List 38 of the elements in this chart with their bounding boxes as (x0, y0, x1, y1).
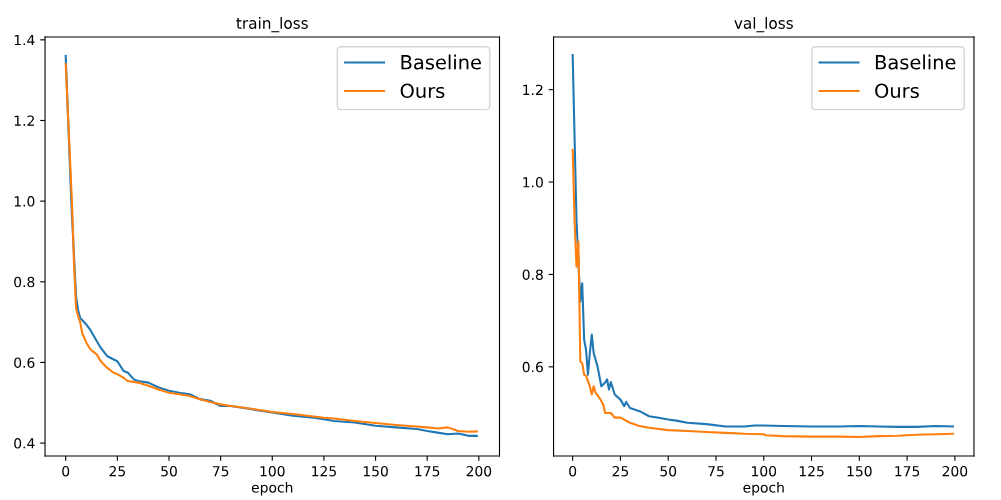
line-series (571, 53, 954, 428)
x-tick-label: 100 (260, 465, 285, 477)
x-tick-label: 75 (708, 466, 724, 477)
x-tick-label: 200 (466, 465, 492, 477)
x-tick-label: 25 (109, 465, 125, 477)
y-tick-label: 1.2 (523, 84, 543, 95)
x-tick-label: 50 (660, 465, 677, 477)
y-tick-label: 1.0 (523, 177, 543, 188)
y-tick-label: 0.4 (14, 438, 35, 449)
x-tick-label: 150 (847, 465, 872, 477)
legend-label: Ours (400, 83, 445, 99)
x-tick-label: 125 (312, 465, 336, 477)
legend-label: Baseline (401, 54, 481, 70)
legend-label: Baseline (875, 54, 956, 70)
y-tick-label: 1.4 (14, 34, 35, 46)
y-tick-label: 0.6 (14, 357, 35, 368)
x-axis-title: epoch (743, 481, 784, 496)
line-series (571, 148, 954, 439)
x-tick-label: 50 (161, 465, 177, 477)
y-tick-label: 0.6 (522, 361, 543, 373)
x-tick-label: 0 (62, 465, 70, 477)
x-tick-label: 100 (752, 465, 777, 477)
chart-title: train_loss (236, 17, 308, 33)
y-tick-label: 1.0 (14, 196, 35, 207)
y-tick-label: 0.8 (14, 276, 35, 288)
legend-label: Ours (875, 83, 919, 99)
x-tick-label: 25 (612, 465, 629, 477)
x-axis-title: epoch (251, 481, 293, 496)
x-tick-label: 125 (799, 465, 824, 477)
chart-title: val_loss (734, 17, 793, 33)
y-tick-label: 0.8 (522, 269, 543, 280)
x-tick-label: 175 (895, 466, 920, 477)
y-tick-label: 1.2 (14, 115, 34, 126)
x-tick-label: 175 (415, 466, 440, 477)
x-tick-label: 200 (942, 465, 968, 477)
x-tick-label: 75 (212, 466, 229, 477)
x-tick-label: 150 (363, 465, 388, 477)
x-tick-label: 0 (569, 465, 577, 477)
